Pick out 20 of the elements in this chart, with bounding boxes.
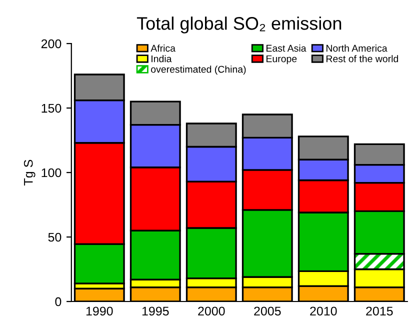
x-tick-label: 2010 <box>310 306 337 316</box>
x-tick-label: 2005 <box>254 306 281 316</box>
y-tick-label: 150 <box>42 104 62 113</box>
legend-label: Europe <box>266 55 297 64</box>
legend-label: overestimated (China) <box>151 66 246 75</box>
legend-label: Africa <box>150 44 176 52</box>
x-tick-label: 1990 <box>86 306 113 316</box>
legend-label: East Asia <box>266 44 306 52</box>
y-tick-label: 200 <box>41 39 62 48</box>
x-tick-label: 2015 <box>366 306 393 316</box>
legend-label: North America <box>326 44 388 52</box>
legend-label: India <box>152 55 172 62</box>
x-tick-label: 2000 <box>198 306 225 316</box>
y-axis-title: Tg S <box>24 160 36 186</box>
chart-title: Total global SO₂ emission <box>136 16 342 34</box>
legend-label: Rest of the world <box>326 55 398 62</box>
y-tick-label: 0 <box>55 297 62 306</box>
y-tick-label: 100 <box>42 168 62 178</box>
x-tick-label: 1995 <box>142 306 169 316</box>
y-tick-label: 50 <box>48 232 62 242</box>
